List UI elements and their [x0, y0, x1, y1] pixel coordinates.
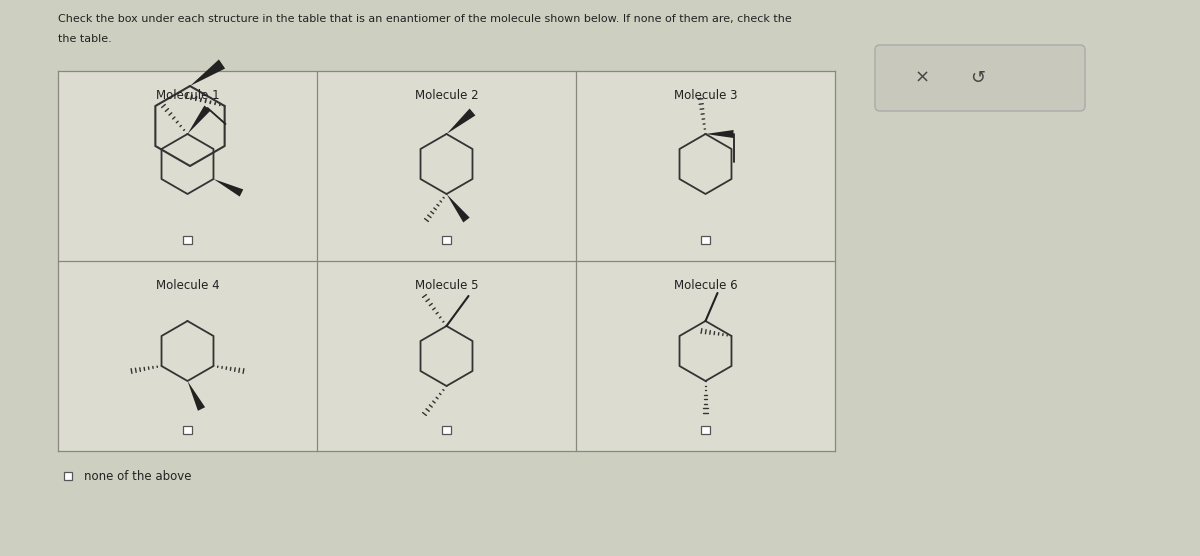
Text: Molecule 1: Molecule 1: [156, 89, 220, 102]
Bar: [701, 426, 709, 434]
Polygon shape: [706, 130, 733, 138]
Polygon shape: [446, 194, 469, 222]
Text: none of the above: none of the above: [84, 469, 192, 483]
Bar: [58, 261, 317, 451]
Text: Molecule 6: Molecule 6: [673, 279, 737, 292]
Text: ↺: ↺: [971, 69, 985, 87]
Bar: [443, 426, 451, 434]
FancyBboxPatch shape: [875, 45, 1085, 111]
Bar: [184, 236, 192, 244]
Bar: [58, 71, 317, 261]
Bar: [184, 426, 192, 434]
Text: the table.: the table.: [58, 34, 112, 44]
Bar: [317, 71, 576, 261]
Polygon shape: [214, 179, 244, 197]
Text: Molecule 4: Molecule 4: [156, 279, 220, 292]
Text: ×: ×: [914, 69, 930, 87]
Polygon shape: [190, 59, 226, 86]
Text: Molecule 2: Molecule 2: [415, 89, 479, 102]
Bar: [576, 261, 835, 451]
Bar: [576, 71, 835, 261]
Polygon shape: [187, 381, 205, 411]
Bar: [443, 236, 451, 244]
Text: Check the box under each structure in the table that is an enantiomer of the mol: Check the box under each structure in th…: [58, 14, 792, 24]
Bar: [317, 261, 576, 451]
Bar: [701, 236, 709, 244]
Polygon shape: [187, 106, 211, 134]
Polygon shape: [446, 108, 475, 134]
Text: Molecule 3: Molecule 3: [673, 89, 737, 102]
Bar: [64, 471, 72, 480]
Text: Molecule 5: Molecule 5: [415, 279, 479, 292]
